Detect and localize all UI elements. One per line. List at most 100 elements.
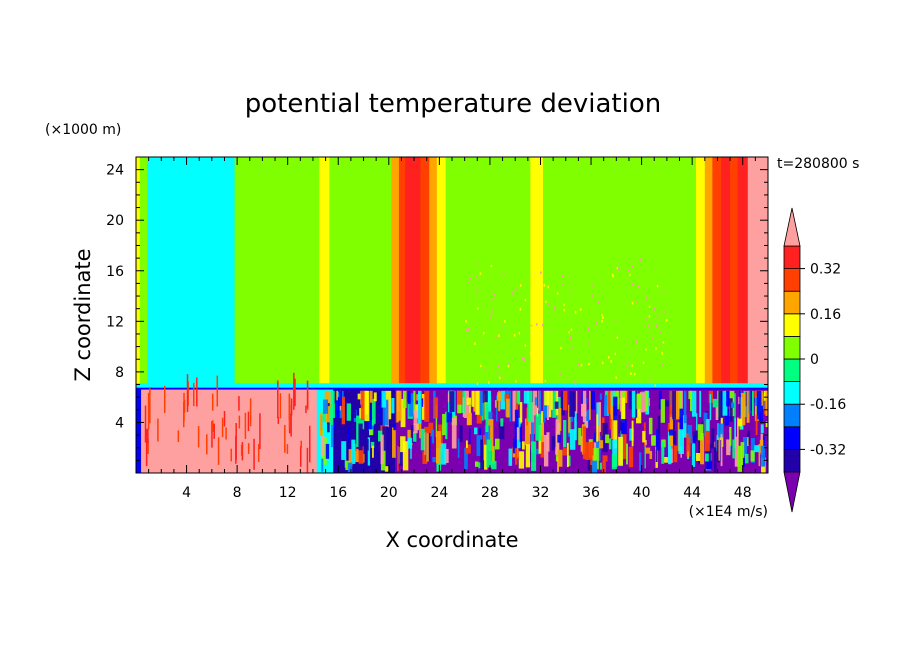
upper-speckle (493, 293, 496, 297)
upper-speckle (648, 305, 651, 309)
texture-cell (754, 445, 760, 453)
upper-speckle (588, 341, 590, 345)
upper-speckle (614, 319, 617, 322)
upper-speckle (654, 384, 656, 387)
texture-cell (336, 390, 338, 401)
upper-speckle (646, 296, 648, 300)
upper-band-12 (445, 157, 531, 391)
texture-cell (367, 437, 371, 466)
x-tick-label: 4 (182, 485, 191, 501)
texture-cell (562, 448, 568, 456)
upper-speckle (503, 272, 505, 276)
colorbar-label: -0.16 (810, 397, 846, 413)
texture-cell (373, 392, 377, 402)
texture-cell (746, 430, 751, 445)
texture-cell (765, 421, 768, 428)
texture-cell (691, 390, 697, 417)
upper-speckle (546, 356, 549, 359)
texture-cell (567, 455, 571, 467)
texture-cell (487, 419, 494, 452)
texture-cell (518, 451, 525, 469)
texture-cell (593, 447, 599, 470)
texture-cell (631, 420, 634, 447)
texture-cell (400, 398, 406, 428)
texture-cell (485, 403, 489, 433)
texture-cell (341, 396, 346, 425)
texture-cell (491, 460, 497, 470)
warm-streak (305, 405, 307, 414)
texture-cell (569, 390, 575, 417)
upper-speckle (639, 258, 641, 262)
texture-cell (611, 454, 617, 470)
upper-speckle (531, 326, 533, 329)
texture-cell (413, 410, 418, 434)
texture-cell (531, 422, 534, 453)
upper-speckle (637, 285, 640, 288)
warm-streak (299, 446, 302, 467)
texture-cell (751, 390, 754, 416)
upper-speckle (633, 372, 636, 376)
texture-cell (589, 390, 591, 420)
texture-cell (748, 390, 751, 414)
warm-streak (157, 418, 159, 442)
texture-cell (726, 390, 730, 407)
upper-speckle (632, 283, 634, 286)
upper-speckle (607, 356, 610, 359)
texture-cell (734, 436, 739, 467)
texture-cell (465, 444, 471, 454)
texture-cell (435, 431, 441, 463)
texture-cell (496, 395, 498, 422)
upper-speckle (614, 352, 617, 356)
texture-cell (709, 394, 712, 421)
texture-cell (639, 392, 645, 413)
upper-speckle (661, 352, 664, 355)
upper-band-8 (405, 157, 421, 391)
texture-cell (724, 408, 730, 426)
texture-cell (347, 462, 353, 473)
warm-streak (306, 380, 309, 408)
texture-cell (484, 390, 488, 403)
warm-streak (240, 444, 243, 456)
texture-cell (602, 460, 606, 473)
texture-cell (576, 390, 578, 414)
texture-cell (750, 450, 755, 462)
texture-cell (594, 432, 596, 441)
texture-cell (506, 398, 510, 418)
texture-cell (645, 447, 651, 454)
texture-cell (655, 450, 658, 463)
texture-cell (325, 443, 330, 459)
texture-cell (602, 422, 608, 452)
texture-cell (512, 438, 515, 454)
texture-cell (613, 396, 618, 421)
texture-cell (585, 442, 591, 461)
x-tick-label: 16 (329, 485, 347, 501)
texture-cell (384, 466, 389, 472)
x-axis-ticks: 4 8 12 16 20 24 28 32 36 40 44 48 (148, 157, 756, 501)
texture-cell (613, 415, 618, 449)
upper-band-21 (747, 157, 768, 391)
texture-cell (515, 390, 519, 417)
texture-cell (322, 399, 328, 414)
upper-speckle (601, 320, 603, 323)
texture-cell (712, 398, 718, 408)
texture-cell (740, 442, 745, 466)
texture-cell (765, 390, 768, 416)
texture-cell (756, 390, 762, 420)
texture-cell (628, 446, 634, 468)
texture-cell (592, 460, 598, 473)
warm-streak (211, 421, 213, 448)
texture-cell (566, 442, 569, 468)
texture-cell (554, 401, 559, 409)
texture-cell (486, 438, 492, 468)
texture-cell (563, 419, 567, 448)
texture-cell (739, 390, 741, 416)
upper-speckle (579, 308, 582, 311)
upper-speckle (479, 272, 482, 275)
warm-streak (257, 444, 260, 462)
texture-cell (717, 423, 719, 446)
upper-speckle (547, 285, 549, 289)
texture-cell (604, 395, 608, 416)
upper-speckle (570, 289, 573, 292)
texture-cell (538, 390, 542, 414)
upper-speckle (513, 334, 516, 337)
